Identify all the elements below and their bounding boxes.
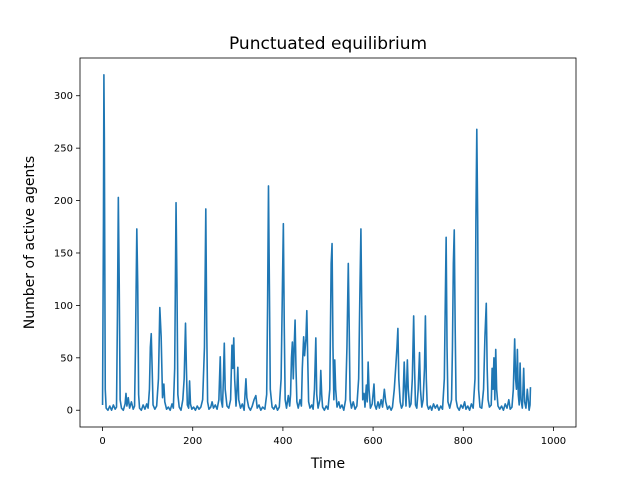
axes-frame	[79, 57, 577, 428]
y-tick-label: 0	[67, 406, 73, 417]
y-axis-label: Number of active agents	[22, 156, 38, 329]
y-tick-label: 300	[54, 91, 73, 102]
y-tick-label: 50	[60, 353, 73, 364]
x-tick-label: 800	[454, 436, 473, 447]
x-tick-label: 0	[99, 436, 105, 447]
y-tick-label: 150	[54, 248, 73, 259]
x-tick-label: 400	[273, 436, 292, 447]
x-tick-label: 1000	[541, 436, 566, 447]
y-tick-label: 250	[54, 144, 73, 155]
x-tick-label: 200	[183, 436, 202, 447]
y-ticks: 0 50 100 150 200 250 300	[54, 91, 80, 417]
plot-area	[80, 58, 576, 427]
x-ticks: 0 200 400 600 800 1000	[99, 427, 566, 447]
series-layer	[101, 73, 532, 412]
series-line-0	[101, 73, 532, 412]
x-axis-label: Time	[310, 456, 345, 472]
x-tick-label: 600	[364, 436, 383, 447]
y-tick-label: 200	[54, 196, 73, 207]
y-tick-label: 100	[54, 301, 73, 312]
chart-title: Punctuated equilibrium	[229, 34, 427, 54]
